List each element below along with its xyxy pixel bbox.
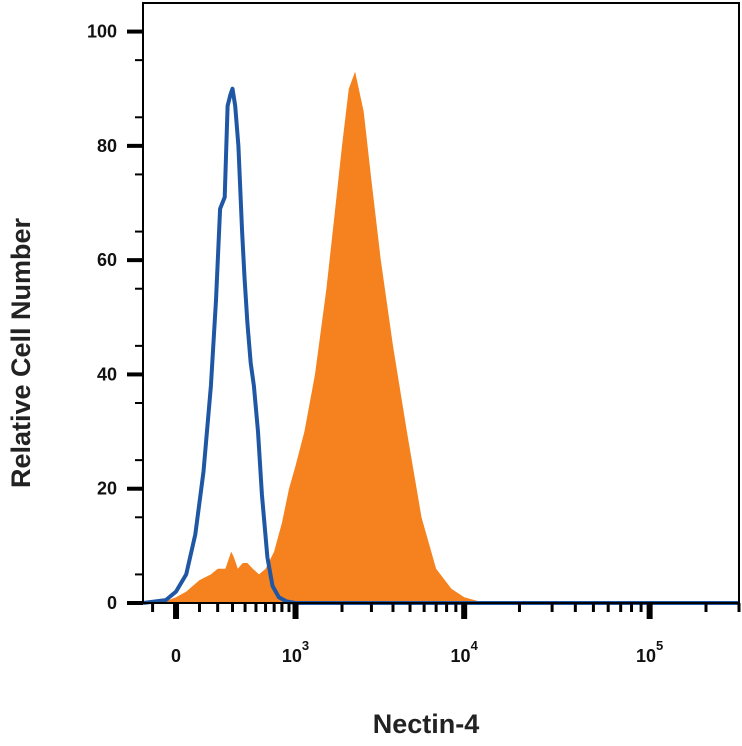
y-tick-label: 0 — [107, 593, 117, 613]
y-axis: 0 20 40 60 80 100 — [87, 22, 143, 613]
plot-frame — [142, 2, 740, 604]
y-tick-label: 60 — [97, 250, 117, 270]
y-tick-label: 40 — [97, 364, 117, 384]
y-tick-label: 20 — [97, 479, 117, 499]
x-axis-title: Nectin-4 — [373, 709, 480, 739]
x-tick-label: 104 — [451, 638, 479, 666]
y-tick-label: 100 — [87, 22, 117, 42]
x-tick-label: 105 — [636, 638, 663, 666]
plot-area — [142, 2, 740, 605]
y-tick-label: 80 — [97, 136, 117, 156]
y-axis-title: Relative Cell Number — [6, 217, 36, 488]
series-nectin-4-fill — [143, 71, 739, 604]
x-axis: 0 103 104 105 — [151, 603, 741, 666]
x-tick-label: 0 — [171, 646, 181, 666]
series-isotype-line — [142, 86, 739, 605]
x-tick-label: 103 — [282, 638, 309, 666]
